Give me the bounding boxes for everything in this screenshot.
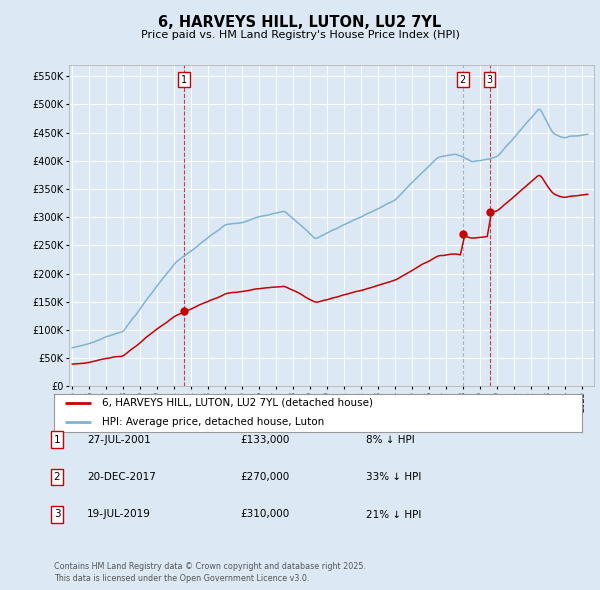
Text: 6, HARVEYS HILL, LUTON, LU2 7YL (detached house): 6, HARVEYS HILL, LUTON, LU2 7YL (detache… xyxy=(101,398,373,408)
Text: 8% ↓ HPI: 8% ↓ HPI xyxy=(366,435,415,444)
Text: £310,000: £310,000 xyxy=(240,510,289,519)
Text: 2: 2 xyxy=(460,74,466,84)
Text: HPI: Average price, detached house, Luton: HPI: Average price, detached house, Luto… xyxy=(101,417,324,427)
Text: £133,000: £133,000 xyxy=(240,435,289,444)
Text: 3: 3 xyxy=(53,510,61,519)
Text: 1: 1 xyxy=(181,74,187,84)
Text: 6, HARVEYS HILL, LUTON, LU2 7YL: 6, HARVEYS HILL, LUTON, LU2 7YL xyxy=(158,15,442,30)
Text: Price paid vs. HM Land Registry's House Price Index (HPI): Price paid vs. HM Land Registry's House … xyxy=(140,30,460,40)
Text: 1: 1 xyxy=(53,435,61,444)
Text: 21% ↓ HPI: 21% ↓ HPI xyxy=(366,510,421,519)
Text: 19-JUL-2019: 19-JUL-2019 xyxy=(87,510,151,519)
Text: 2: 2 xyxy=(53,472,61,481)
Text: 33% ↓ HPI: 33% ↓ HPI xyxy=(366,472,421,481)
Text: Contains HM Land Registry data © Crown copyright and database right 2025.
This d: Contains HM Land Registry data © Crown c… xyxy=(54,562,366,583)
Text: £270,000: £270,000 xyxy=(240,472,289,481)
Text: 3: 3 xyxy=(487,74,493,84)
Text: 27-JUL-2001: 27-JUL-2001 xyxy=(87,435,151,444)
Text: 20-DEC-2017: 20-DEC-2017 xyxy=(87,472,156,481)
